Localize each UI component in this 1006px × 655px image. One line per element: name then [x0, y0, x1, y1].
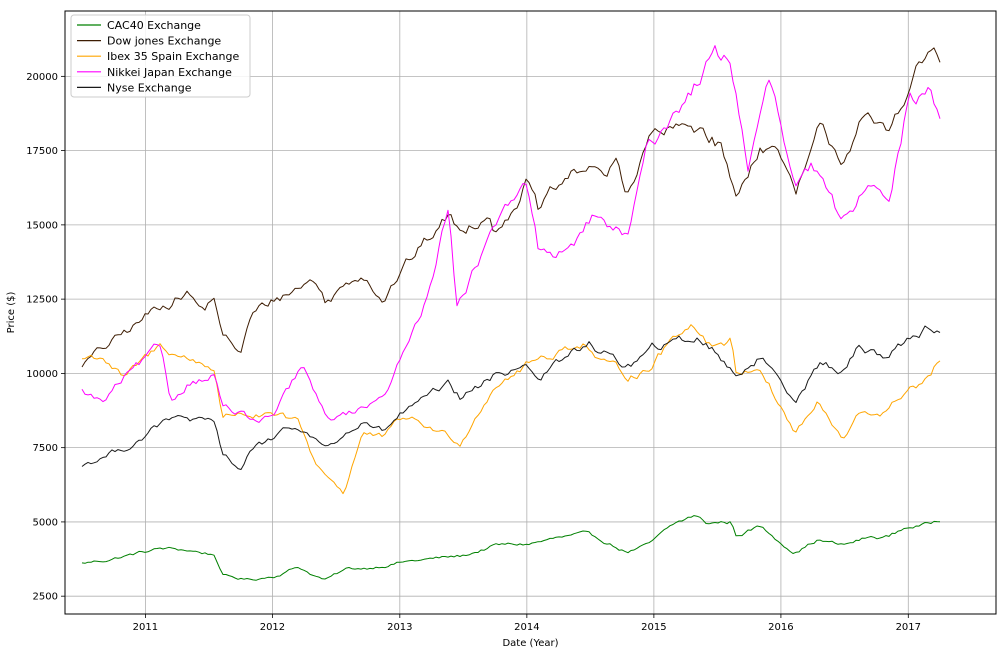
x-axis-label: Date (Year) — [502, 638, 558, 649]
legend-entry: Nyse Exchange — [107, 81, 192, 94]
legend-box — [70, 14, 251, 98]
y-tick-label: 20000 — [26, 72, 58, 83]
y-tick-label: 17500 — [26, 146, 58, 157]
series-line — [81, 45, 941, 423]
legend-entry: Ibex 35 Spain Exchange — [107, 50, 240, 63]
series-line — [81, 47, 941, 368]
series-line — [81, 324, 941, 495]
grid-lines — [65, 11, 996, 614]
y-tick-label: 7500 — [33, 443, 58, 454]
legend-entry: CAC40 Exchange — [107, 19, 201, 32]
plot-frame — [64, 10, 997, 615]
y-tick-label: 2500 — [33, 592, 58, 603]
y-axis-label: Price ($) — [6, 292, 17, 334]
legend-entry: Dow jones Exchange — [107, 35, 221, 48]
series-line — [81, 515, 941, 581]
y-tick-label: 10000 — [26, 369, 58, 380]
y-tick-label: 12500 — [26, 295, 58, 306]
plot-lines — [81, 45, 941, 581]
axis-ticks: 2011 2012 2013 2014 2015 2016 2017 2500 5000 7500… — [26, 72, 921, 633]
x-tick-label: 2013 — [387, 622, 412, 633]
x-tick-label: 2012 — [260, 622, 285, 633]
x-tick-label: 2015 — [641, 622, 666, 633]
x-tick-label: 2017 — [896, 622, 921, 633]
y-tick-label: 15000 — [26, 220, 58, 231]
legend-entry: Nikkei Japan Exchange — [107, 66, 232, 79]
x-tick-label: 2014 — [514, 622, 539, 633]
series-line — [81, 325, 941, 470]
x-tick-label: 2011 — [133, 622, 158, 633]
legend: CAC40 Exchange Dow jones Exchange Ibex 35 … — [70, 14, 251, 98]
y-tick-label: 5000 — [33, 517, 58, 528]
x-tick-label: 2016 — [768, 622, 793, 633]
